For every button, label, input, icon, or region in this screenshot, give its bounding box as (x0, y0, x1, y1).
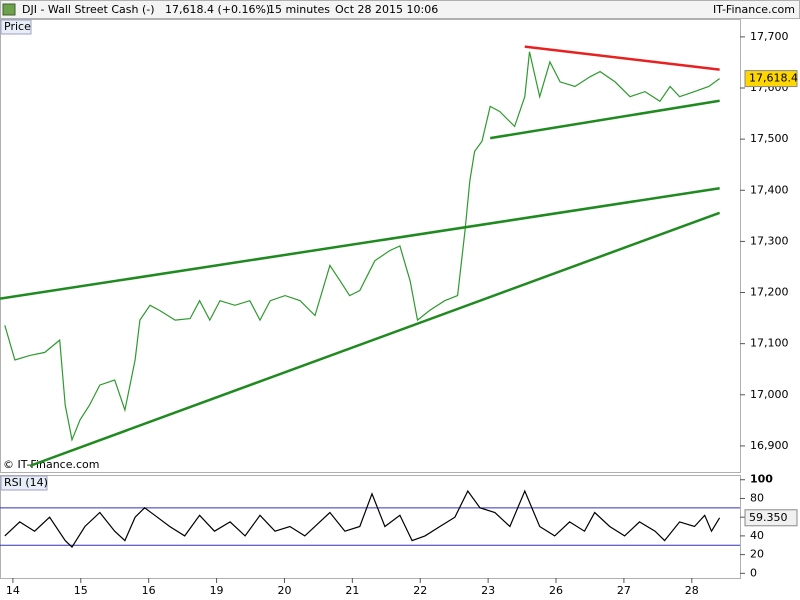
x-tick-label: 23 (481, 584, 495, 597)
brand: IT-Finance.com (713, 3, 795, 16)
y-tick-label: 17,000 (750, 388, 789, 401)
series-line (4, 51, 720, 442)
y-tick-label: 17,200 (750, 286, 789, 299)
price-label: Price (4, 20, 31, 33)
last-value-box (744, 70, 798, 88)
y-tick-label: 40 (750, 529, 764, 542)
y-tick-label: 17,100 (750, 337, 789, 350)
header-icon (2, 3, 16, 16)
rsi-label: RSI (14) (4, 476, 48, 489)
x-tick-label: 15 (74, 584, 88, 597)
y-tick-label: 17,300 (750, 234, 789, 247)
x-tick-label: 20 (277, 584, 291, 597)
series-line (4, 489, 721, 549)
x-tick-label: 19 (210, 584, 224, 597)
price-panel (0, 19, 741, 473)
y-tick-label: 16,900 (750, 439, 789, 452)
y-tick-label: 100 (750, 473, 773, 486)
trendline (524, 45, 720, 71)
x-tick-label: 27 (617, 584, 631, 597)
y-tick-label: 17,400 (750, 183, 789, 196)
x-tick-label: 22 (413, 584, 427, 597)
price-label-box (0, 19, 32, 35)
trendline (489, 99, 720, 140)
x-tick-label: 16 (142, 584, 156, 597)
rsi-label-box (0, 475, 48, 491)
y-tick-label: 0 (750, 566, 757, 579)
trendline (0, 186, 720, 300)
copyright: © IT-Finance.com (3, 458, 100, 471)
x-tick-label: 28 (685, 584, 699, 597)
x-tick-label: 26 (549, 584, 563, 597)
datetime: Oct 28 2015 10:06 (335, 3, 438, 16)
y-tick-label: 20 (750, 548, 764, 561)
y-tick-label: 80 (750, 491, 764, 504)
x-tick-label: 14 (6, 584, 20, 597)
symbol: DJI - Wall Street Cash (-) (22, 3, 155, 16)
trendline (29, 211, 721, 468)
interval: 15 minutes (268, 3, 330, 16)
last-value-label: 17,618.4 (749, 72, 798, 85)
last-value-label: 59.350 (749, 511, 788, 524)
rsi-panel (0, 475, 741, 579)
x-tick-label: 21 (345, 584, 359, 597)
last-value-box (744, 509, 798, 527)
y-tick-label: 17,500 (750, 132, 789, 145)
y-tick-label: 17,700 (750, 30, 789, 43)
quote: 17,618.4 (+0.16%) (165, 3, 270, 16)
